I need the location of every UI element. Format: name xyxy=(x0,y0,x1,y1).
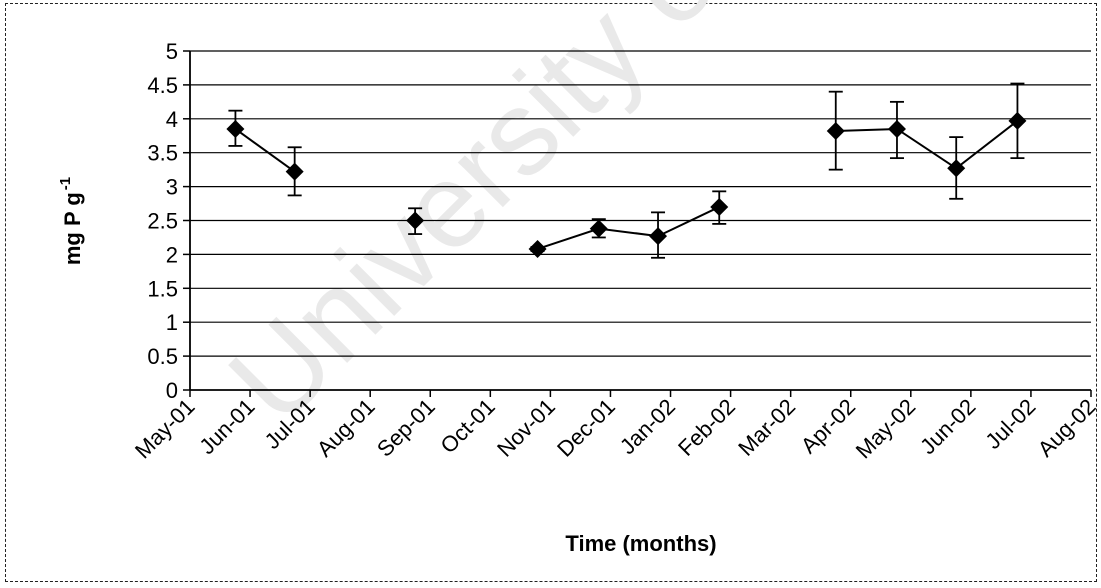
diamond-marker xyxy=(826,122,845,141)
series-line xyxy=(234,128,296,173)
diamond-marker xyxy=(887,119,906,138)
x-tick-label: Jan-02 xyxy=(615,394,680,459)
data-point xyxy=(589,218,608,239)
data-point xyxy=(406,207,425,235)
x-tick-label: Dec-01 xyxy=(552,394,620,462)
x-tick-label: May-01 xyxy=(130,394,200,464)
y-tick-label: 1.5 xyxy=(147,276,178,301)
y-axis-title: mg P g -1 xyxy=(57,177,85,265)
data-point xyxy=(887,100,906,160)
y-axis-title-superscript: -1 xyxy=(57,177,74,190)
y-tick-label: 4 xyxy=(166,107,178,132)
data-point xyxy=(226,109,245,147)
diamond-marker xyxy=(649,227,668,246)
x-tick-label: Sep-01 xyxy=(372,394,440,462)
data-point xyxy=(826,90,845,171)
y-tick-label: 3 xyxy=(166,175,178,200)
series-line xyxy=(537,206,720,250)
y-tick-label: 0 xyxy=(166,378,178,403)
data-point xyxy=(710,190,729,225)
y-tick-label: 2.5 xyxy=(147,209,178,234)
y-tick-label: 5 xyxy=(166,39,178,64)
diamond-marker xyxy=(528,239,547,258)
x-tick-label: May-02 xyxy=(851,394,921,464)
y-tick-label: 2 xyxy=(166,242,178,267)
diamond-marker xyxy=(406,211,425,230)
x-tick-label: Aug-02 xyxy=(1033,394,1101,462)
x-tick-label: Jul-02 xyxy=(980,394,1040,454)
data-point xyxy=(528,239,547,258)
diamond-marker xyxy=(1008,111,1027,130)
series-line xyxy=(835,120,1019,170)
data-point xyxy=(285,146,304,197)
chart-frame xyxy=(5,3,1097,582)
y-tick-label: 0.5 xyxy=(147,344,178,369)
data-point xyxy=(649,211,668,259)
x-tick-label: Feb-02 xyxy=(673,394,740,461)
y-tick-label: 3.5 xyxy=(147,141,178,166)
axes xyxy=(183,50,1092,397)
y-tick-labels: 0 0.5 1 1.5 2 2.5 3 3.5 4 4.5 5 xyxy=(147,39,178,403)
data-point xyxy=(947,136,966,200)
x-tick-label: Nov-01 xyxy=(492,394,560,462)
y-tick-label: 1 xyxy=(166,310,178,335)
x-tick-label: Mar-02 xyxy=(733,394,800,461)
x-axis-title: Time (months) xyxy=(565,531,716,556)
data-point xyxy=(1008,82,1027,160)
x-tick-label: Jun-01 xyxy=(194,394,259,459)
x-tick-label: Apr-02 xyxy=(796,394,860,458)
y-tick-label: 4.5 xyxy=(147,73,178,98)
diamond-marker xyxy=(710,197,729,216)
diamond-marker xyxy=(589,219,608,238)
data-series xyxy=(226,82,1027,259)
diamond-marker xyxy=(947,159,966,178)
diamond-marker xyxy=(226,119,245,138)
watermark: University of Cape Town xyxy=(204,0,1101,448)
x-tick-label: Oct-01 xyxy=(436,394,500,458)
gridlines xyxy=(190,50,1091,357)
y-axis-title-main: mg P g xyxy=(60,192,85,265)
x-tick-label: Jun-02 xyxy=(915,394,980,459)
diamond-marker xyxy=(285,162,304,181)
